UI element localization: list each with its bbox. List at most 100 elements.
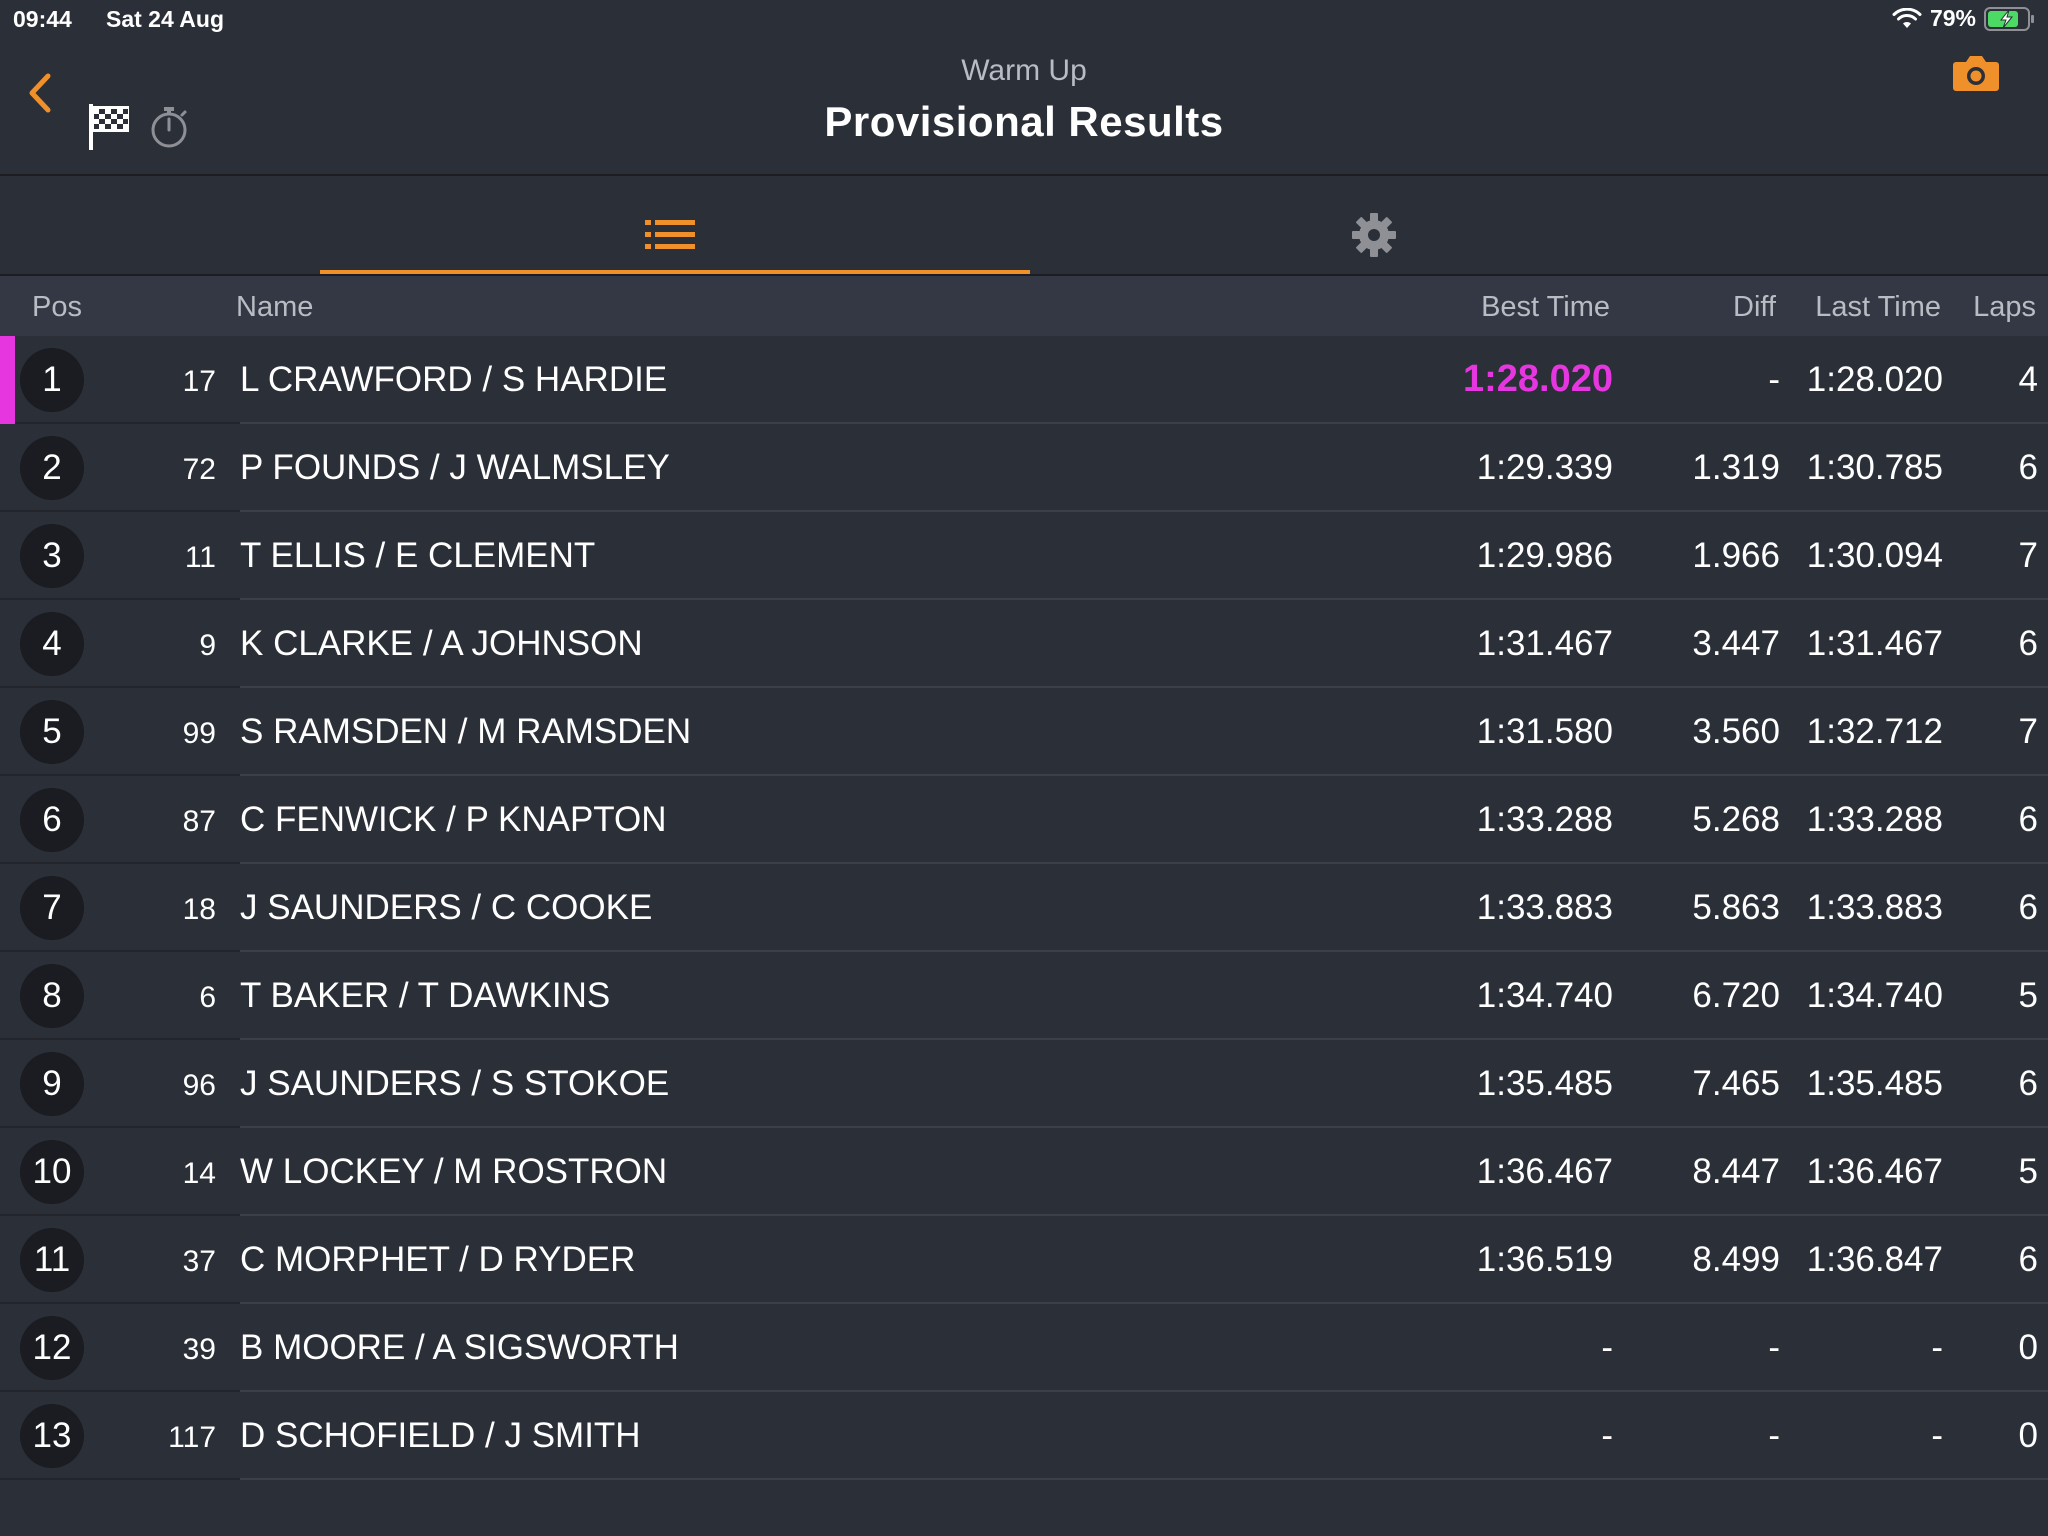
car-number: 18: [182, 893, 216, 926]
car-number: 9: [199, 629, 216, 662]
table-row[interactable]: 7 18 J SAUNDERS / C COOKE 1:33.883 5.863…: [0, 864, 2048, 952]
best-time: 1:36.519: [1476, 1240, 1613, 1279]
table-row[interactable]: 5 99 S RAMSDEN / M RAMSDEN 1:31.580 3.56…: [0, 688, 2048, 776]
table-row[interactable]: 3 11 T ELLIS / E CLEMENT 1:29.986 1.966 …: [0, 512, 2048, 600]
tab-results-list[interactable]: [320, 176, 1030, 274]
car-number: 37: [182, 1245, 216, 1278]
table-row[interactable]: 9 96 J SAUNDERS / S STOKOE 1:35.485 7.46…: [0, 1040, 2048, 1128]
camera-button[interactable]: [1952, 52, 2000, 94]
best-time: 1:34.740: [1476, 976, 1613, 1015]
laps-value: 6: [2018, 624, 2038, 663]
last-time: 1:36.467: [1806, 1152, 1943, 1191]
results-table: Pos Name Best Time Diff Last Time Laps 1…: [0, 276, 2048, 1480]
position-badge: 9: [20, 1052, 84, 1116]
fastest-lap-marker: [0, 1392, 15, 1480]
last-time: 1:36.847: [1806, 1240, 1943, 1279]
column-header-best-time[interactable]: Best Time: [1481, 291, 1610, 323]
column-header-pos[interactable]: Pos: [32, 291, 82, 323]
diff-value: -: [1768, 1328, 1780, 1367]
position-badge: 12: [20, 1316, 84, 1380]
fastest-lap-marker: [0, 1040, 15, 1128]
car-number: 39: [182, 1333, 216, 1366]
best-time: 1:33.883: [1476, 888, 1613, 927]
diff-value: 6.720: [1692, 976, 1780, 1015]
best-time: 1:29.986: [1476, 536, 1613, 575]
fastest-lap-marker: [0, 336, 15, 424]
fastest-lap-marker: [0, 776, 15, 864]
driver-name: J SAUNDERS / C COOKE: [240, 888, 653, 927]
car-number: 117: [168, 1421, 216, 1454]
fastest-lap-marker: [0, 1304, 15, 1392]
table-row[interactable]: 11 37 C MORPHET / D RYDER 1:36.519 8.499…: [0, 1216, 2048, 1304]
table-row[interactable]: 10 14 W LOCKEY / M ROSTRON 1:36.467 8.44…: [0, 1128, 2048, 1216]
battery-charging-icon: [1984, 6, 2034, 31]
status-bar: 09:44 Sat 24 Aug 79%: [0, 0, 2048, 40]
laps-value: 4: [2018, 360, 2038, 399]
back-button[interactable]: [18, 60, 58, 120]
position-badge: 8: [20, 964, 84, 1028]
tab-settings[interactable]: [1060, 176, 1770, 274]
diff-value: 8.499: [1692, 1240, 1780, 1279]
position-badge: 10: [20, 1140, 84, 1204]
table-row[interactable]: 6 87 C FENWICK / P KNAPTON 1:33.288 5.26…: [0, 776, 2048, 864]
best-time: 1:28.020: [1462, 358, 1613, 400]
diff-value: 3.447: [1692, 624, 1780, 663]
driver-name: L CRAWFORD / S HARDIE: [240, 360, 668, 399]
laps-value: 5: [2018, 1152, 2038, 1191]
column-header-last-time[interactable]: Last Time: [1815, 291, 1941, 323]
driver-name: D SCHOFIELD / J SMITH: [240, 1416, 641, 1455]
best-time: 1:33.288: [1476, 800, 1613, 839]
laps-value: 6: [2018, 888, 2038, 927]
driver-name: C FENWICK / P KNAPTON: [240, 800, 667, 839]
table-row[interactable]: 13 117 D SCHOFIELD / J SMITH - - - 0: [0, 1392, 2048, 1480]
best-time: 1:31.580: [1476, 712, 1613, 751]
table-row[interactable]: 1 17 L CRAWFORD / S HARDIE 1:28.020 - 1:…: [0, 336, 2048, 424]
last-time: 1:30.094: [1806, 536, 1943, 575]
diff-value: 1.966: [1692, 536, 1780, 575]
car-number: 6: [199, 981, 216, 1014]
car-number: 99: [182, 717, 216, 750]
diff-value: 8.447: [1692, 1152, 1780, 1191]
fastest-lap-marker: [0, 600, 15, 688]
column-header-diff[interactable]: Diff: [1733, 291, 1776, 323]
laps-value: 7: [2018, 712, 2038, 751]
table-header: Pos Name Best Time Diff Last Time Laps: [0, 276, 2048, 336]
status-time: 09:44: [13, 6, 72, 32]
last-time: 1:35.485: [1806, 1064, 1943, 1103]
table-body: 1 17 L CRAWFORD / S HARDIE 1:28.020 - 1:…: [0, 336, 2048, 1480]
diff-value: -: [1768, 1416, 1780, 1455]
car-number: 11: [184, 541, 216, 574]
position-badge: 6: [20, 788, 84, 852]
battery-percent: 79%: [1929, 5, 1976, 31]
driver-name: W LOCKEY / M ROSTRON: [240, 1152, 668, 1191]
diff-value: -: [1768, 360, 1780, 399]
table-row[interactable]: 12 39 B MOORE / A SIGSWORTH - - - 0: [0, 1304, 2048, 1392]
laps-value: 7: [2018, 536, 2038, 575]
last-time: 1:28.020: [1806, 360, 1943, 399]
best-time: 1:29.339: [1476, 448, 1613, 487]
column-header-name[interactable]: Name: [236, 291, 314, 323]
diff-value: 1.319: [1692, 448, 1780, 487]
best-time: -: [1601, 1416, 1613, 1455]
table-row[interactable]: 8 6 T BAKER / T DAWKINS 1:34.740 6.720 1…: [0, 952, 2048, 1040]
table-row[interactable]: 4 9 K CLARKE / A JOHNSON 1:31.467 3.447 …: [0, 600, 2048, 688]
checkered-flag-icon: [89, 104, 129, 150]
diff-value: 7.465: [1692, 1064, 1780, 1103]
table-row[interactable]: 2 72 P FOUNDS / J WALMSLEY 1:29.339 1.31…: [0, 424, 2048, 512]
driver-name: B MOORE / A SIGSWORTH: [240, 1328, 679, 1367]
wifi-icon: [1892, 7, 1922, 28]
column-header-laps[interactable]: Laps: [1973, 291, 2036, 323]
laps-value: 6: [2018, 1064, 2038, 1103]
diff-value: 5.863: [1692, 888, 1780, 927]
gear-icon: [1352, 213, 1396, 257]
car-number: 14: [182, 1157, 216, 1190]
fastest-lap-marker: [0, 1216, 15, 1304]
position-badge: 2: [20, 436, 84, 500]
last-time: 1:31.467: [1806, 624, 1943, 663]
laps-value: 5: [2018, 976, 2038, 1015]
laps-value: 0: [2018, 1328, 2038, 1367]
position-badge: 13: [20, 1404, 84, 1468]
position-badge: 5: [20, 700, 84, 764]
fastest-lap-marker: [0, 688, 15, 776]
last-time: -: [1931, 1416, 1943, 1455]
